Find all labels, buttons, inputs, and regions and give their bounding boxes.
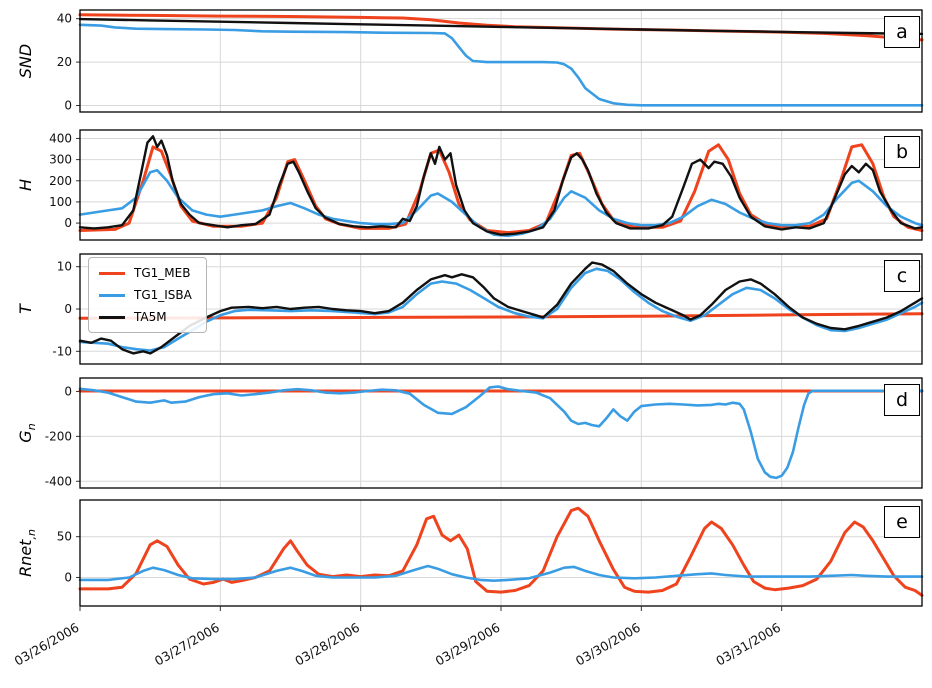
x-tick-label: 03/27/2006 — [152, 620, 222, 669]
series-TG1_MEB-panel-e — [78, 506, 924, 597]
legend-label: TG1_MEB — [134, 266, 191, 280]
y-tick-label: 50 — [57, 530, 72, 544]
ylabel-snd: SND — [15, 43, 35, 79]
legend-item-ta5m: TA5M — [99, 310, 192, 324]
y-tick-label: 300 — [49, 153, 72, 167]
legend-item-tg1-isba: TG1_ISBA — [99, 288, 192, 302]
panel-label-e: e — [884, 506, 920, 538]
legend-item-tg1-meb: TG1_MEB — [99, 266, 192, 280]
y-tick-label: 200 — [49, 174, 72, 188]
y-tick-label: 0 — [64, 384, 72, 398]
panel-border-d — [79, 377, 923, 489]
panel-label-d: d — [884, 384, 920, 416]
y-tick-label: 0 — [64, 98, 72, 112]
x-tick-label: 03/28/2006 — [292, 620, 362, 669]
panel-label-a: a — [884, 16, 920, 48]
series-TG1_ISBA-panel-a — [78, 23, 924, 107]
legend-label: TG1_ISBA — [134, 288, 192, 302]
ta5m-line-swatch-icon — [99, 315, 125, 319]
panel-border-b — [79, 129, 923, 241]
series-TG1_ISBA-panel-e — [78, 564, 924, 582]
legend: TG1_MEB TG1_ISBA TA5M — [88, 257, 207, 333]
series-TA5M-panel-a — [78, 17, 924, 36]
panel-label-c: c — [884, 260, 920, 292]
series-TG1_ISBA-panel-d — [78, 385, 924, 480]
y-tick-label: 0 — [64, 302, 72, 316]
x-tick-label: 03/31/2006 — [713, 620, 783, 669]
y-tick-label: 40 — [57, 12, 72, 26]
panel-border-c — [79, 253, 923, 365]
isba-line-swatch-icon — [99, 293, 125, 297]
ylabel-rnet: Rnet,n — [15, 529, 39, 577]
y-tick-label: 100 — [49, 195, 72, 209]
y-tick-label: 0 — [64, 216, 72, 230]
y-tick-label: 10 — [57, 260, 72, 274]
x-tick-label: 03/26/2006 — [12, 620, 82, 669]
series-TA5M-panel-c — [78, 261, 924, 355]
panel-label-b: b — [884, 136, 920, 168]
y-tick-label: 400 — [49, 131, 72, 145]
ylabel-gn: Gn — [15, 423, 39, 443]
series-TA5M-panel-b — [78, 135, 924, 236]
y-tick-label: 0 — [64, 570, 72, 584]
legend-label: TA5M — [134, 310, 167, 324]
y-tick-label: -10 — [52, 344, 72, 358]
ylabel-h: H — [15, 178, 35, 192]
series-TG1_MEB-panel-c — [78, 312, 924, 320]
y-tick-label: -400 — [45, 474, 72, 488]
ylabel-t: T — [15, 304, 35, 314]
meb-line-swatch-icon — [99, 271, 125, 275]
x-tick-label: 03/30/2006 — [573, 620, 643, 669]
y-tick-label: 20 — [57, 55, 72, 69]
y-tick-label: -200 — [45, 429, 72, 443]
panel-border-a — [79, 9, 923, 113]
x-tick-label: 03/29/2006 — [433, 620, 503, 669]
